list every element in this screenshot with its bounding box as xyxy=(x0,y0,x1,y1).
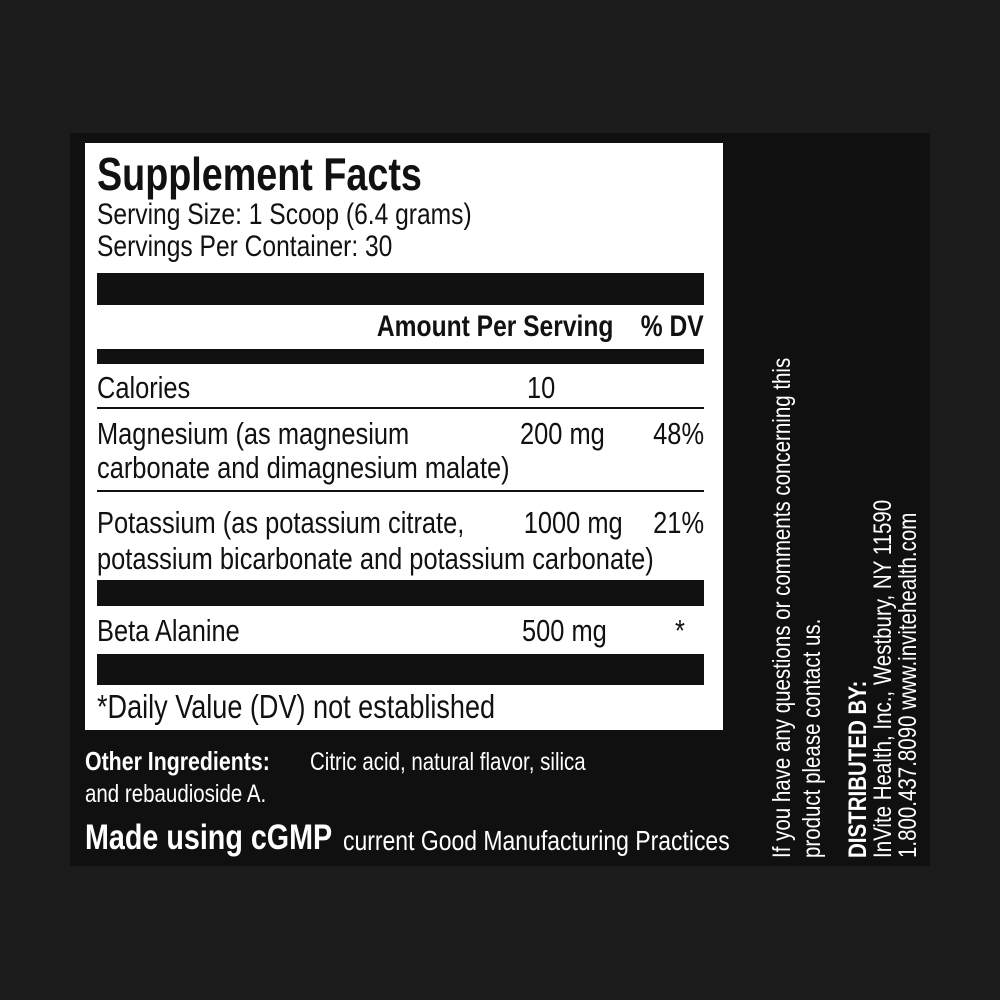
divider-bar xyxy=(97,349,704,364)
distributor-heading: DISTRIBUTED BY: xyxy=(844,680,872,858)
serving-size: Serving Size: 1 Scoop (6.4 grams) xyxy=(97,198,472,231)
row-name: Beta Alanine xyxy=(97,613,240,648)
divider-line xyxy=(97,490,704,492)
contact-line-2: product please contact us. xyxy=(798,618,826,858)
other-ingredients-text: Citric acid, natural flavor, silica xyxy=(310,748,586,776)
amount-per-serving-header: Amount Per Serving xyxy=(376,310,613,343)
distributor-line-2: 1.800.437.8090 www.invitehealth.com xyxy=(894,512,922,858)
divider-bar xyxy=(97,654,704,685)
row-dv: 21% xyxy=(653,505,704,540)
row-name-continued: carbonate and dimagnesium malate) xyxy=(97,450,510,485)
servings-per-container: Servings Per Container: 30 xyxy=(97,230,393,263)
contact-line-1: If you have any questions or comments co… xyxy=(768,357,796,858)
row-name: Calories xyxy=(97,370,191,405)
other-ingredients-text-continued: and rebaudioside A. xyxy=(85,780,267,808)
row-name: Potassium (as potassium citrate, xyxy=(97,505,465,540)
distributor-line-1: InVite Health, Inc., Westbury, NY 11590 xyxy=(869,499,897,858)
other-ingredients-label: Other Ingredients: xyxy=(85,746,270,776)
title: Supplement Facts xyxy=(97,148,422,200)
row-amount: 500 mg xyxy=(522,613,607,648)
cgmp-text: current Good Manufacturing Practices xyxy=(343,825,730,856)
row-dv: 48% xyxy=(653,416,704,451)
row-amount: 200 mg xyxy=(520,416,605,451)
divider-line xyxy=(97,407,704,409)
row-amount: 1000 mg xyxy=(524,505,623,540)
row-name-continued: potassium bicarbonate and potassium carb… xyxy=(97,541,654,576)
row-dv: * xyxy=(675,613,685,648)
row-amount: 10 xyxy=(527,370,556,405)
footnote: *Daily Value (DV) not established xyxy=(97,688,496,725)
row-name: Magnesium (as magnesium xyxy=(97,416,410,451)
cgmp-label: Made using cGMP xyxy=(85,818,333,857)
divider-bar xyxy=(97,580,704,606)
divider-bar xyxy=(97,273,704,305)
dv-header: % DV xyxy=(641,310,704,343)
side-text: If you have any questions or comments co… xyxy=(768,238,928,858)
supplement-facts-box: Supplement Facts Serving Size: 1 Scoop (… xyxy=(85,143,723,730)
